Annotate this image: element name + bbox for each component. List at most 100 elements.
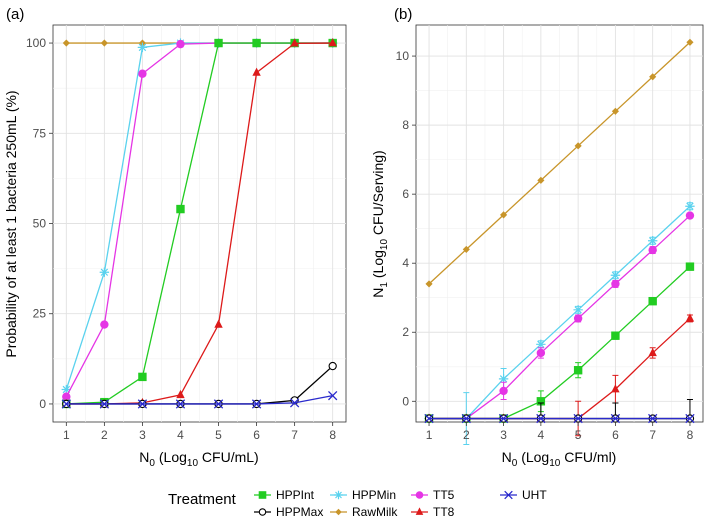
legend-item-uht: UHT <box>500 488 547 502</box>
panel-a-x-tick-label: 1 <box>63 428 70 442</box>
panel-b-y-tick-label: 6 <box>402 187 409 201</box>
panel-b-point-hppmin <box>647 236 658 246</box>
panel-b-point-hppmin <box>573 305 583 315</box>
legend-item-hppint: HPPInt <box>254 488 315 502</box>
panel-b-point-rawmilk <box>500 211 508 219</box>
panel-b-series-hppmin <box>424 201 695 445</box>
panel-b-y-tick-label: 4 <box>402 256 409 270</box>
panel-a-x-tick-label: 8 <box>329 428 336 442</box>
legend-title: Treatment <box>168 491 237 508</box>
panel-a-x-tick-label: 5 <box>215 428 222 442</box>
panel-b-point-hppmin <box>685 201 695 211</box>
panel-b-series-tt5 <box>424 211 695 423</box>
panel-b-point-uht <box>536 413 546 424</box>
panel-b-x-tick-label: 4 <box>538 428 545 442</box>
panel-b-grid <box>416 25 703 422</box>
panel-b-point-rawmilk <box>425 280 433 288</box>
legend-key-marker <box>258 508 267 516</box>
panel-b-point-uht <box>498 413 509 424</box>
panel-a-series-uht <box>61 390 338 409</box>
panel-b-x-axis-title: N0 (Log10 CFU/ml) <box>502 449 617 469</box>
legend-key-marker <box>415 507 424 515</box>
panel-b-point-rawmilk <box>649 73 657 81</box>
panel-a-grid <box>53 25 346 422</box>
panel-a-y-tick-label: 75 <box>33 126 47 140</box>
panel-a: (a) 0 25 50 75 100 1 2 3 4 5 6 7 8 N0 (Log10 CFU/mL)… <box>3 6 347 469</box>
panel-a-point-hppint <box>252 38 261 48</box>
panel-b-x-tick-label: 3 <box>500 428 507 442</box>
panel-b-label: (b) <box>394 6 412 23</box>
panel-b-point-uht <box>610 413 621 424</box>
legend-item-rawmilk: RawMilk <box>330 505 398 519</box>
panel-b-point-hppint <box>536 397 546 406</box>
panel-a-x-tick-label: 4 <box>177 428 184 442</box>
panel-b-series-line <box>429 215 691 420</box>
panel-a-series-line <box>66 395 333 405</box>
panel-a-point-tt5 <box>138 69 147 78</box>
panel-a-y-axis-title: Probability of at least 1 bacteria 250mL… <box>3 90 19 357</box>
panel-b-point-hppmin <box>536 339 546 350</box>
panel-a-label: (a) <box>6 6 24 23</box>
panel-b-y-tick-label: 0 <box>402 394 409 408</box>
panel-a-point-uht <box>328 390 338 401</box>
legend-label: HPPInt <box>276 488 315 502</box>
panel-b-point-hppint <box>611 331 620 340</box>
legend-key-marker <box>335 508 342 516</box>
legend-item-tt5: TT5 <box>411 488 455 502</box>
panel-a-point-hppmin <box>99 267 110 277</box>
panel-a-point-tt8 <box>290 38 299 47</box>
panel-b-point-uht <box>685 413 695 424</box>
panel-b-point-hppint <box>573 366 583 375</box>
panel-a-ticks: 0 25 50 75 100 1 2 3 4 5 6 7 8 <box>26 36 336 442</box>
panel-b-point-hppint <box>685 262 695 271</box>
panel-b-point-tt5 <box>499 386 508 396</box>
panel-b-point-hppint <box>648 296 657 306</box>
panel-a-point-uht <box>251 399 262 409</box>
panel-b-point-rawmilk <box>574 142 582 150</box>
panel-a-point-hppint <box>176 204 185 214</box>
panel-b-point-uht <box>461 413 471 424</box>
panel-b-point-tt5 <box>573 314 583 323</box>
panel-a-x-axis-title: N0 (Log10 CFU/mL) <box>139 449 258 469</box>
panel-a-point-rawmilk <box>62 39 70 47</box>
legend-label: HPPMax <box>276 505 323 519</box>
legend-label: HPPMin <box>352 488 396 502</box>
panel-a-point-uht <box>137 399 148 409</box>
legend-key-marker <box>504 490 513 500</box>
panel-b-y-tick-label: 2 <box>402 325 409 339</box>
legend-item-hppmax: HPPMax <box>254 505 323 519</box>
panel-a-point-rawmilk <box>100 39 108 47</box>
panel-a-series-line <box>66 42 333 405</box>
panel-b-point-rawmilk <box>537 176 545 184</box>
panel-a-x-tick-label: 3 <box>139 428 146 442</box>
panel-b-y-axis-title: N1 (Log10 CFU/Serving) <box>370 150 390 297</box>
panel-b-point-tt8 <box>648 347 657 357</box>
panel-a-point-tt8 <box>214 319 223 328</box>
panel-a-point-uht <box>213 399 224 409</box>
panel-a-point-hppmin <box>61 384 72 395</box>
legend-item-tt8: TT8 <box>411 505 455 519</box>
panel-a-point-hppmax <box>328 361 337 371</box>
panel-b-point-rawmilk <box>611 107 619 115</box>
panel-a-point-hppmin <box>137 42 148 53</box>
panel-a-y-tick-label: 100 <box>26 36 46 50</box>
panel-b-point-rawmilk <box>462 245 470 253</box>
panel-b-series-uht <box>424 413 695 424</box>
panel-b-x-tick-label: 6 <box>612 428 619 442</box>
panel-a-point-hppint <box>138 372 147 382</box>
legend-key-marker <box>415 491 424 499</box>
panel-b-point-hppmin <box>498 374 509 384</box>
legend-label: TT8 <box>433 505 455 519</box>
legend-label: RawMilk <box>352 505 398 519</box>
legend-items: HPPInt HPPMax HPPMin RawMilk TT5 TT8 UHT <box>254 488 547 519</box>
panel-b-x-tick-label: 7 <box>649 428 656 442</box>
panel-b-series-line <box>429 205 691 420</box>
panel-a-x-tick-label: 6 <box>253 428 260 442</box>
panel-a-point-tt5 <box>176 39 185 49</box>
panel-a-x-tick-label: 2 <box>101 428 108 442</box>
panel-b-point-tt5 <box>536 348 546 358</box>
panel-b-point-uht <box>573 413 583 424</box>
panel-a-point-uht <box>99 399 110 409</box>
panel-a-y-tick-label: 0 <box>39 397 46 411</box>
